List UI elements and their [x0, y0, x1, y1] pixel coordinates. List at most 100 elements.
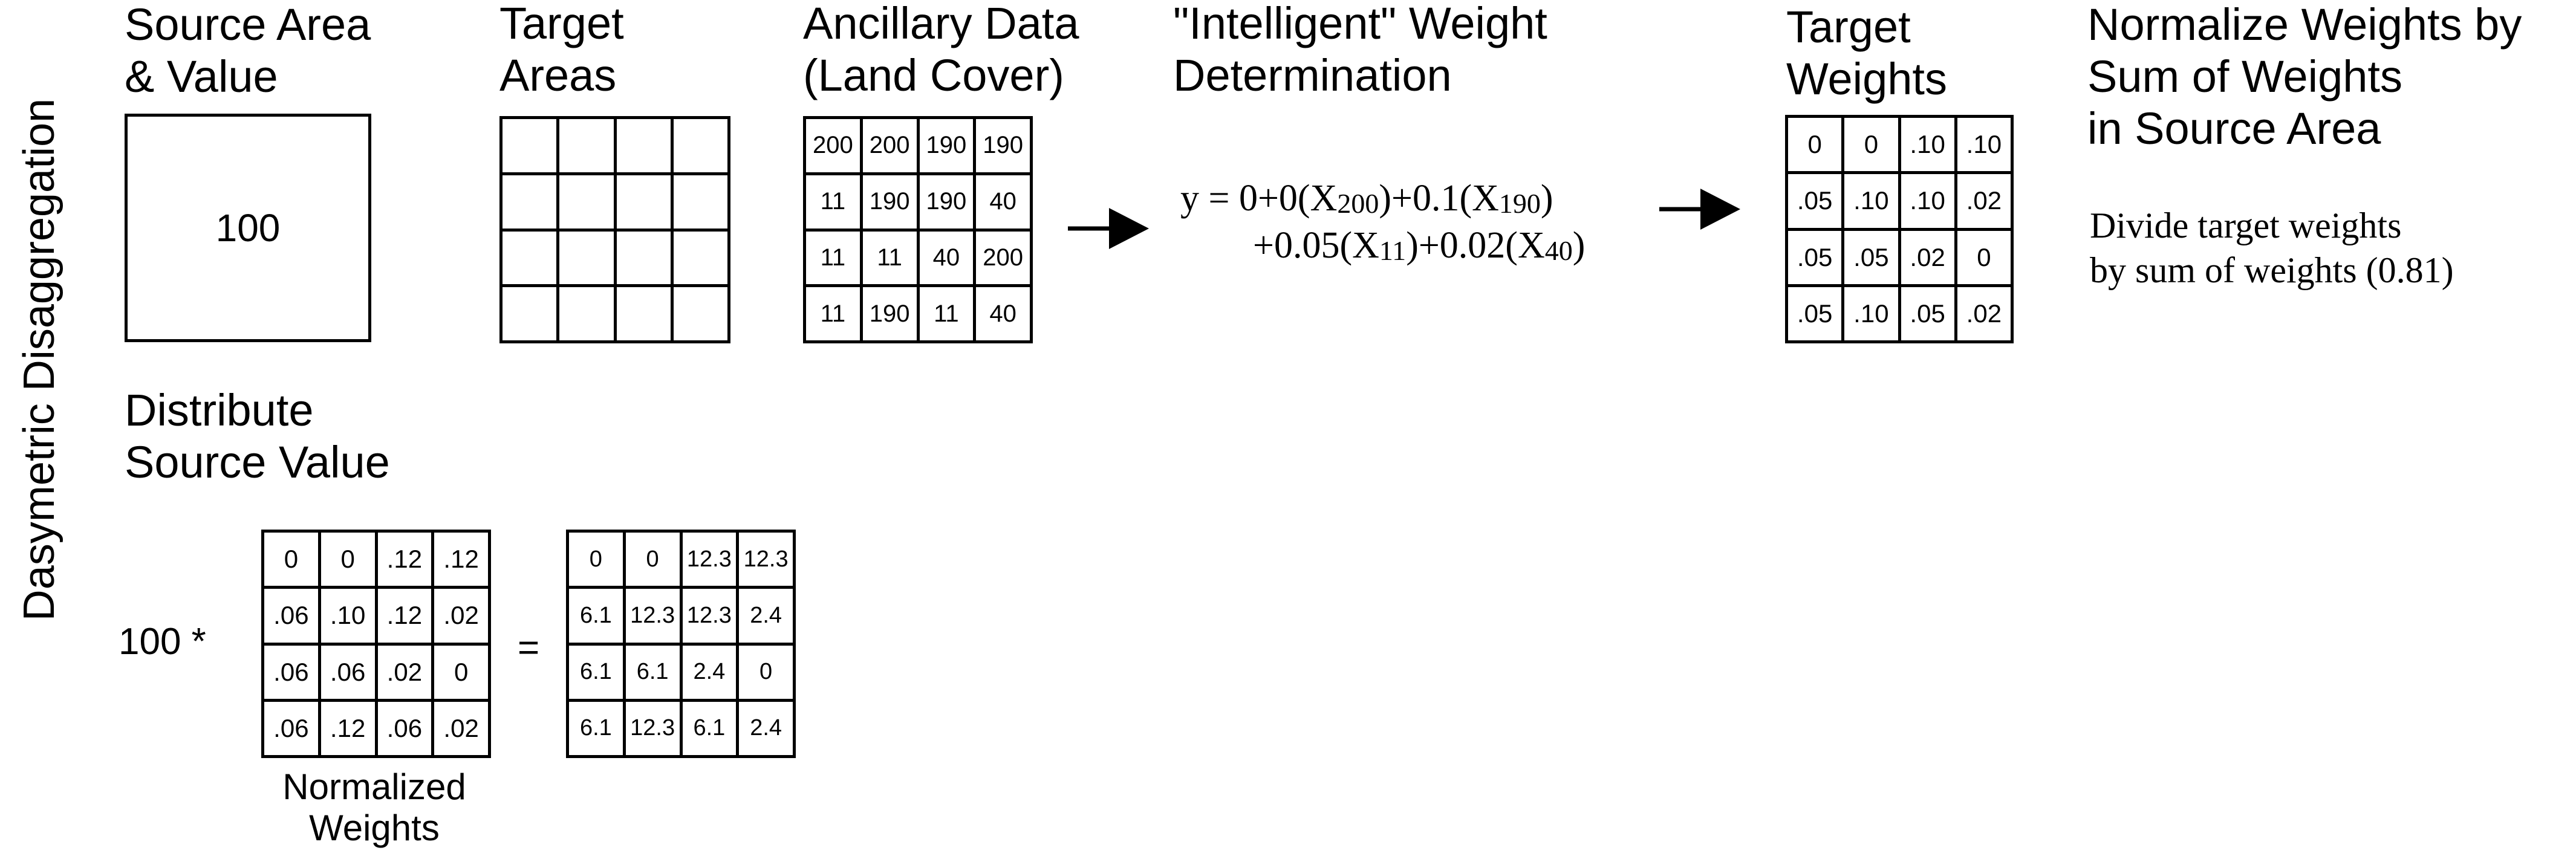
multiplier-text: 100 *	[119, 621, 206, 663]
normalized-weights-cell: .06	[374, 698, 435, 759]
result-cell: 2.4	[679, 642, 740, 702]
result-cell: 2.4	[736, 698, 796, 759]
ancillary-cell: 11	[803, 228, 863, 288]
ancillary-cell: 40	[973, 172, 1033, 232]
target-weights-cell: .05	[1784, 171, 1845, 231]
result-row: 6.1 6.1 2.4 0	[566, 642, 796, 702]
normalized-weights-cell: .06	[261, 586, 321, 646]
target-areas-cell	[670, 172, 731, 232]
ancillary-cell: 11	[916, 284, 977, 343]
ancillary-row: 11 190 11 40	[803, 284, 1033, 343]
result-cell: 12.3	[679, 529, 740, 589]
side-label: Dasymetric Disaggregation	[15, 98, 63, 621]
result-row: 0 0 12.3 12.3	[566, 529, 796, 589]
target-areas-cell	[670, 228, 731, 288]
ancillary-cell: 11	[803, 284, 863, 343]
normalized-weights-cell: .12	[374, 586, 435, 646]
ancillary-cell: 11	[859, 228, 920, 288]
ancillary-cell: 190	[916, 116, 977, 175]
normalized-weights-cell: .12	[317, 698, 378, 759]
target-weights-cell: .02	[1898, 227, 1957, 287]
normalized-weights-row: .06.12.06.02	[261, 698, 491, 759]
target-areas-row	[499, 172, 731, 232]
normalized-weights-caption: Normalized Weights	[282, 767, 466, 848]
ancillary-row: 200 200 190 190	[803, 116, 1033, 175]
result-cell: 12.3	[679, 586, 740, 646]
ancillary-cell: 190	[973, 116, 1033, 175]
normalized-weights-cell: .10	[317, 586, 378, 646]
result-row: 6.1 12.3 12.3 2.4	[566, 586, 796, 646]
target-weights-cell: 0	[1841, 114, 1901, 175]
ancillary-cell: 190	[859, 172, 920, 232]
target-weights-cell: .10	[1898, 171, 1957, 231]
ancillary-cell: 11	[803, 172, 863, 232]
ancillary-row: 11 11 40 200	[803, 228, 1033, 288]
result-cell: 6.1	[566, 642, 626, 702]
target-weights-cell: .05	[1784, 227, 1845, 287]
equals-sign: =	[518, 627, 540, 669]
normalized-weights-cell: 0	[431, 642, 491, 702]
normalized-weights-cell: .02	[431, 586, 491, 646]
target-weights-cell: .10	[1954, 114, 2014, 175]
target-areas-cell	[670, 284, 731, 343]
normalize-description: Divide target weights by sum of weights …	[2090, 206, 2454, 290]
ancillary-cell: 200	[803, 116, 863, 175]
target-areas-cell	[499, 228, 560, 288]
ancillary-data-title: Ancillary Data (Land Cover)	[803, 0, 1079, 100]
weight-formula-line2: +0.05(X11)+0.02(X40)	[1253, 225, 1586, 266]
target-weights-cell: 0	[1784, 114, 1845, 175]
result-cell: 2.4	[736, 586, 796, 646]
target-areas-cell	[613, 228, 674, 288]
target-weights-cell: .05	[1841, 227, 1901, 287]
distribute-title: Distribute Source Value	[125, 385, 390, 487]
result-cell: 6.1	[566, 698, 626, 759]
target-weights-cell: .05	[1898, 284, 1957, 344]
target-weights-cell: .10	[1841, 171, 1901, 231]
result-cell: 0	[736, 642, 796, 702]
target-weights-row: .05.10.10.02	[1784, 171, 2014, 231]
ancillary-cell: 200	[973, 228, 1033, 288]
arrow-right-icon	[1659, 189, 1740, 230]
ancillary-row: 11 190 190 40	[803, 172, 1033, 232]
target-weights-title: Target Weights	[1786, 2, 1947, 104]
ancillary-cell: 200	[859, 116, 920, 175]
target-areas-cell	[556, 116, 617, 175]
ancillary-data-grid: 200 200 190 190 11 190 190 40 11 11 40 200 11 190 11 40	[803, 116, 1033, 343]
normalized-weights-cell: .06	[261, 698, 321, 759]
normalized-weights-cell: .06	[317, 642, 378, 702]
target-areas-title: Target Areas	[499, 0, 624, 100]
target-weights-row: .05.10.05.02	[1784, 284, 2014, 344]
normalized-weights-grid: 0 0.12.12.06.10.12.02.06.06.02 0.06.12.06.…	[261, 529, 491, 759]
normalized-weights-row: 0 0.12.12	[261, 529, 491, 589]
target-weights-row: 0 0.10.10	[1784, 114, 2014, 175]
normalized-weights-row: .06.06.02 0	[261, 642, 491, 702]
target-weights-cell: 0	[1954, 227, 2014, 287]
target-areas-cell	[499, 172, 560, 232]
normalized-weights-row: .06.10.12.02	[261, 586, 491, 646]
target-areas-grid	[499, 116, 731, 343]
normalized-weights-cell: 0	[261, 529, 321, 589]
result-cell: 12.3	[736, 529, 796, 589]
result-cell: 6.1	[566, 586, 626, 646]
source-area-title: Source Area & Value	[125, 0, 371, 102]
normalized-weights-cell: .06	[261, 642, 321, 702]
normalized-weights-cell: .02	[431, 698, 491, 759]
target-areas-cell	[556, 228, 617, 288]
target-areas-cell	[556, 172, 617, 232]
target-areas-cell	[613, 172, 674, 232]
ancillary-cell: 190	[859, 284, 920, 343]
result-cell: 12.3	[622, 586, 683, 646]
source-area-box: 100	[125, 114, 371, 342]
target-areas-row	[499, 228, 731, 288]
ancillary-cell: 190	[916, 172, 977, 232]
result-cell: 0	[566, 529, 626, 589]
target-areas-cell	[499, 116, 560, 175]
target-areas-cell	[670, 116, 731, 175]
target-weights-cell: .02	[1954, 171, 2014, 231]
result-cell: 0	[622, 529, 683, 589]
normalized-weights-cell: .12	[431, 529, 491, 589]
normalized-weights-cell: .02	[374, 642, 435, 702]
source-value: 100	[215, 206, 281, 250]
target-areas-cell	[556, 284, 617, 343]
normalize-title: Normalize Weights by Sum of Weights in S…	[2087, 0, 2522, 154]
